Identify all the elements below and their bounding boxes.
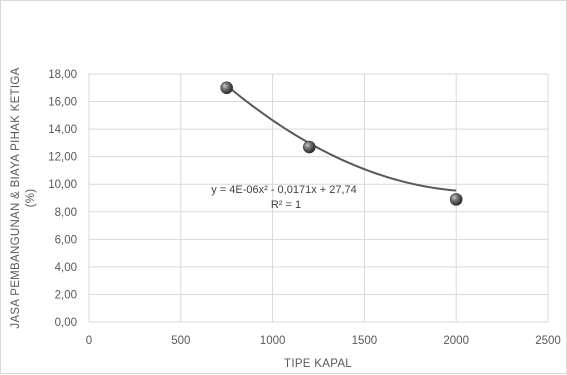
tick-labels: 0,00 2,00 4,00 6,00 8,00 10,00 12,00 14,00 16,00…	[48, 69, 561, 347]
y-tick-label: 14,00	[48, 124, 77, 136]
x-axis-title: TIPE KAPAL	[284, 358, 352, 370]
x-tick-label: 500	[171, 335, 190, 347]
x-tick-label: 0	[86, 335, 92, 347]
grid-lines	[88, 73, 549, 323]
y-tick-label: 2,00	[55, 289, 77, 301]
x-tick-label: 1000	[260, 335, 286, 347]
x-tick-label: 1500	[352, 335, 378, 347]
data-points	[220, 81, 463, 206]
y-axis-title-line1: JASA PEMBANGUNAN & BIAYA PIHAK KETIGA	[10, 67, 22, 328]
y-tick-label: 16,00	[48, 97, 77, 109]
x-tick-label: 2500	[535, 335, 561, 347]
y-tick-label: 4,00	[55, 262, 77, 274]
data-point	[449, 193, 463, 206]
trendline-layer	[226, 84, 457, 192]
y-tick-label: 18,00	[48, 69, 77, 81]
y-tick-label: 12,00	[48, 152, 77, 164]
y-axis-title-line2: (%)	[25, 189, 37, 208]
y-tick-label: 0,00	[55, 317, 77, 329]
trendline-equation: y = 4E-06x² - 0,0171x + 27,74	[211, 184, 357, 196]
trendline-r-squared: R² = 1	[271, 199, 301, 211]
data-point	[303, 140, 316, 154]
trendline	[226, 84, 457, 192]
y-tick-label: 6,00	[55, 234, 77, 246]
y-tick-label: 10,00	[48, 179, 77, 191]
x-tick-label: 2000	[443, 335, 469, 347]
y-tick-label: 8,00	[55, 207, 77, 219]
data-point	[220, 81, 233, 95]
